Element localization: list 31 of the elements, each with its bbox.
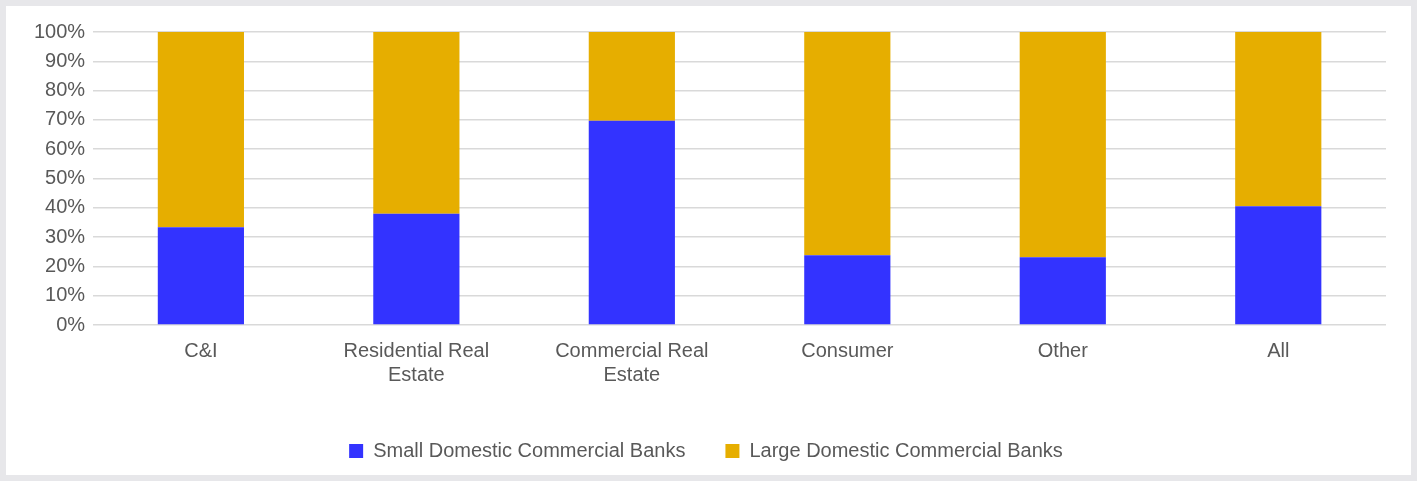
bar [1235, 32, 1322, 207]
y-tick-label: 20% [45, 253, 86, 276]
legend-label: Small Domestic Commercial Banks [373, 438, 686, 461]
x-tick-label: Consumer [801, 338, 894, 361]
bar [804, 255, 891, 325]
x-tick-label: All [1267, 338, 1290, 361]
y-tick-label: 10% [45, 283, 86, 306]
y-tick-label: 90% [45, 48, 86, 71]
bar [804, 32, 891, 256]
x-tick-label: Commercial Real Estate [555, 338, 709, 385]
bar [1235, 206, 1322, 325]
y-tick-label: 100% [34, 19, 86, 42]
bar [157, 32, 244, 228]
y-tick-label: 80% [45, 78, 86, 101]
bar [1019, 257, 1106, 325]
y-tick-label: 60% [45, 136, 86, 159]
y-tick-label: 70% [45, 107, 86, 130]
x-tick-label: C&I [184, 338, 218, 361]
bar [1019, 32, 1106, 258]
y-tick-label: 50% [45, 166, 86, 189]
bar [588, 32, 675, 121]
legend-label: Large Domestic Commercial Banks [749, 438, 1063, 461]
bar [373, 32, 460, 214]
bar [157, 227, 244, 325]
y-tick-label: 0% [56, 312, 86, 335]
y-tick-label: 30% [45, 224, 86, 247]
x-tick-label: Other [1037, 338, 1089, 361]
bar [373, 213, 460, 325]
x-tick-label: Residential Real Estate [343, 338, 490, 385]
y-tick-label: 40% [45, 195, 86, 218]
bar [588, 120, 675, 325]
